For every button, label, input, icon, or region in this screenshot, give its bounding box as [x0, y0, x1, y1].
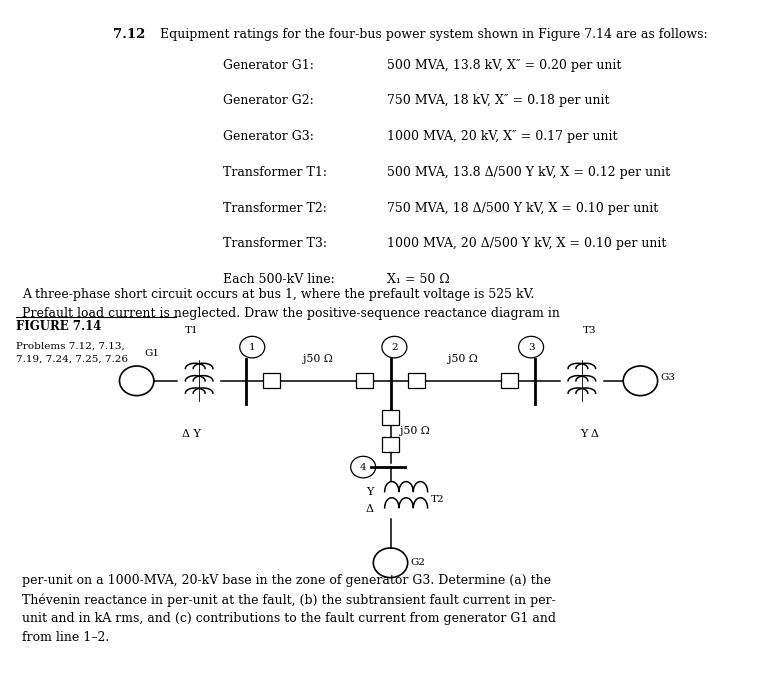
Text: j50 Ω: j50 Ω	[400, 427, 430, 436]
Text: 750 MVA, 18 kV, X″ = 0.18 per unit: 750 MVA, 18 kV, X″ = 0.18 per unit	[387, 94, 609, 107]
Text: 500 MVA, 13.8 Δ/500 Y kV, X = 0.12 per unit: 500 MVA, 13.8 Δ/500 Y kV, X = 0.12 per u…	[387, 166, 670, 179]
Text: Y Δ: Y Δ	[580, 429, 599, 439]
Bar	[356, 373, 373, 388]
Text: X₁ = 50 Ω: X₁ = 50 Ω	[387, 273, 449, 286]
Text: G2: G2	[410, 558, 425, 568]
Bar	[263, 373, 280, 388]
Text: 7.12: 7.12	[113, 28, 145, 40]
Text: 3: 3	[528, 342, 534, 352]
Text: G1: G1	[144, 349, 159, 358]
Text: Δ Y: Δ Y	[182, 429, 201, 439]
Bar	[408, 373, 425, 388]
Text: 2: 2	[391, 342, 398, 352]
Text: Problems 7.12, 7.13,
7.19, 7.24, 7.25, 7.26: Problems 7.12, 7.13, 7.19, 7.24, 7.25, 7…	[16, 342, 127, 363]
Text: Δ: Δ	[366, 504, 373, 514]
Text: j50 Ω: j50 Ω	[303, 354, 333, 364]
Text: Generator G1:: Generator G1:	[223, 59, 313, 71]
Text: 750 MVA, 18 Δ/500 Y kV, X = 0.10 per unit: 750 MVA, 18 Δ/500 Y kV, X = 0.10 per uni…	[387, 202, 658, 214]
Text: Generator G2:: Generator G2:	[223, 94, 313, 107]
Text: Each 500-kV line:: Each 500-kV line:	[223, 273, 334, 286]
Text: per-unit on a 1000-MVA, 20-kV base in the zone of generator G3. Determine (a) th: per-unit on a 1000-MVA, 20-kV base in th…	[22, 574, 556, 644]
Text: Equipment ratings for the four-bus power system shown in Figure 7.14 are as foll: Equipment ratings for the four-bus power…	[160, 28, 708, 40]
Text: Transformer T1:: Transformer T1:	[223, 166, 326, 179]
Text: A three-phase short circuit occurs at bus 1, where the prefault voltage is 525 k: A three-phase short circuit occurs at bu…	[22, 288, 560, 320]
Text: 4: 4	[360, 462, 366, 472]
Text: Transformer T3:: Transformer T3:	[223, 237, 326, 250]
Text: 500 MVA, 13.8 kV, X″ = 0.20 per unit: 500 MVA, 13.8 kV, X″ = 0.20 per unit	[387, 59, 621, 71]
Text: 1000 MVA, 20 kV, X″ = 0.17 per unit: 1000 MVA, 20 kV, X″ = 0.17 per unit	[387, 130, 617, 143]
Text: 1: 1	[249, 342, 255, 352]
Text: T1: T1	[184, 326, 198, 335]
Text: T2: T2	[431, 495, 444, 504]
Text: Transformer T2:: Transformer T2:	[223, 202, 326, 214]
Bar	[382, 410, 399, 425]
Bar	[382, 437, 399, 452]
Text: 1000 MVA, 20 Δ/500 Y kV, X = 0.10 per unit: 1000 MVA, 20 Δ/500 Y kV, X = 0.10 per un…	[387, 237, 666, 250]
Text: j50 Ω: j50 Ω	[448, 354, 478, 364]
Text: G3: G3	[660, 373, 675, 382]
Bar	[501, 373, 518, 388]
Text: Y: Y	[366, 487, 373, 497]
Text: Generator G3:: Generator G3:	[223, 130, 313, 143]
Text: T3: T3	[583, 326, 597, 335]
Text: FIGURE 7.14: FIGURE 7.14	[16, 320, 101, 333]
